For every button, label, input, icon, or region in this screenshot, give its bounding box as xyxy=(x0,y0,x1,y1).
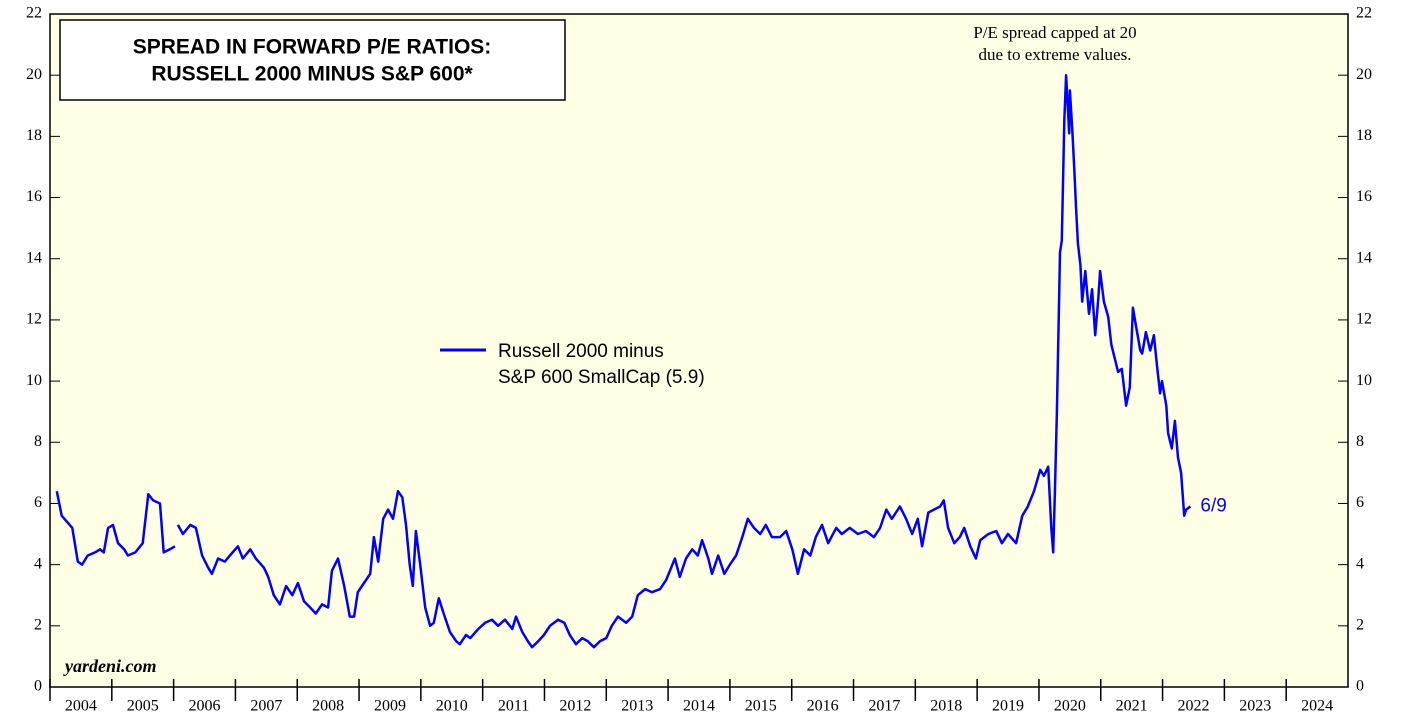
x-tick-label: 2006 xyxy=(189,698,221,715)
y2-tick-label: 0 xyxy=(1356,678,1364,695)
y-tick-label: 8 xyxy=(34,433,42,450)
y-tick-label: 6 xyxy=(34,494,42,511)
x-tick-label: 2004 xyxy=(65,698,97,715)
y2-tick-label: 10 xyxy=(1356,372,1372,389)
line xyxy=(55,73,1192,649)
y-tick-label: 18 xyxy=(26,127,42,144)
x-tick-label: 2011 xyxy=(498,698,529,715)
x-tick-label: 2014 xyxy=(683,698,715,715)
y2-tick-label: 20 xyxy=(1356,66,1372,83)
y2-tick-label: 12 xyxy=(1356,311,1372,328)
chart-title: RUSSELL 2000 MINUS S&P 600* xyxy=(151,63,473,86)
x-tick-label: 2024 xyxy=(1301,698,1333,715)
y2-tick-label: 14 xyxy=(1356,249,1372,266)
x-tick-label: 2020 xyxy=(1054,698,1086,715)
y-tick-label: 0 xyxy=(34,678,42,695)
y-tick-label: 2 xyxy=(34,616,42,633)
y-tick-label: 10 xyxy=(26,372,42,389)
chart-title: SPREAD IN FORWARD P/E RATIOS: xyxy=(133,36,492,59)
x-tick-label: 2010 xyxy=(436,698,468,715)
end-label: 6/9 xyxy=(1200,496,1226,517)
legend-label: S&P 600 SmallCap (5.9) xyxy=(498,367,705,388)
x-tick-label: 2015 xyxy=(745,698,777,715)
title-box xyxy=(59,19,566,101)
y-tick-label: 22 xyxy=(26,5,42,22)
legend-label: Russell 2000 minus xyxy=(498,341,664,362)
x-tick-label: 2013 xyxy=(621,698,653,715)
x-tick-label: 2007 xyxy=(250,698,282,715)
x-tick-label: 2023 xyxy=(1239,698,1271,715)
x-tick-label: 2016 xyxy=(807,698,839,715)
y2-tick-label: 18 xyxy=(1356,127,1372,144)
x-tick-label: 2005 xyxy=(127,698,159,715)
y2-tick-label: 8 xyxy=(1356,433,1364,450)
source: yardeni.com xyxy=(63,656,157,676)
x-tick-label: 2022 xyxy=(1177,698,1209,715)
y-tick-label: 4 xyxy=(34,555,42,572)
x-tick-label: 2017 xyxy=(868,698,900,715)
x-tick-label: 2018 xyxy=(930,698,962,715)
annotation: P/E spread capped at 20 xyxy=(973,23,1136,42)
y-tick-label: 14 xyxy=(26,249,42,266)
y2-tick-label: 2 xyxy=(1356,616,1364,633)
y-tick-label: 16 xyxy=(26,188,42,205)
x-tick-label: 2012 xyxy=(559,698,591,715)
y2-tick-label: 4 xyxy=(1356,555,1364,572)
x-tick-label: 2008 xyxy=(312,698,344,715)
y-tick-label: 20 xyxy=(26,66,42,83)
y2-tick-label: 6 xyxy=(1356,494,1364,511)
x-tick-label: 2019 xyxy=(992,698,1024,715)
y2-tick-label: 16 xyxy=(1356,188,1372,205)
annotation: due to extreme values. xyxy=(979,45,1132,64)
y-tick-label: 12 xyxy=(26,311,42,328)
y2-tick-label: 22 xyxy=(1356,5,1372,22)
x-tick-label: 2021 xyxy=(1116,698,1148,715)
plot-area xyxy=(49,13,1349,688)
x-tick-label: 2009 xyxy=(374,698,406,715)
